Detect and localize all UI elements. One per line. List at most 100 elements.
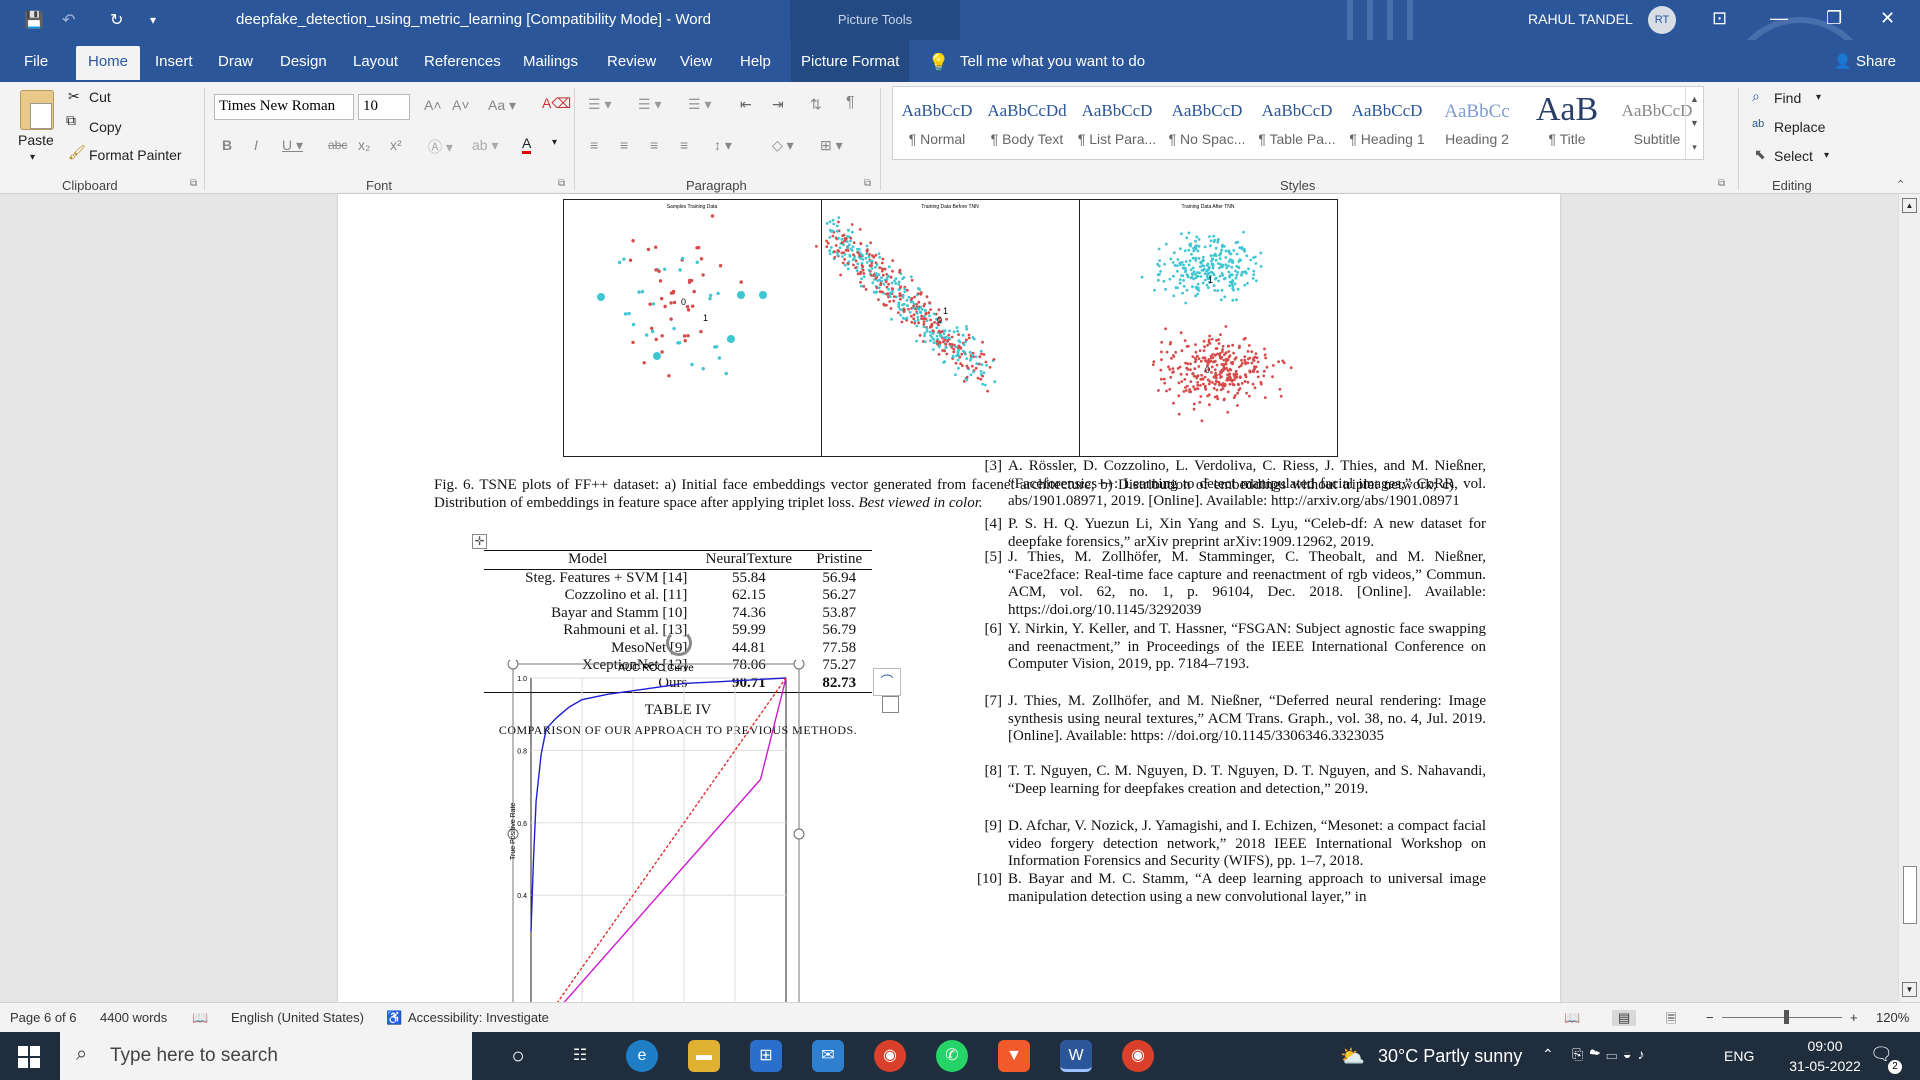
align-left-icon[interactable]: ≡ (590, 137, 599, 153)
scroll-down-icon[interactable]: ▼ (1902, 982, 1917, 997)
print-layout-icon[interactable]: ▤ (1612, 1010, 1637, 1026)
weather-status[interactable]: 30°C Partly sunny (1378, 1046, 1523, 1066)
style-title[interactable]: AaB ¶ Title (1523, 87, 1611, 159)
styles-scroll[interactable]: ▲ ▼ ▾ (1685, 87, 1703, 159)
task-view-icon[interactable]: ○ (511, 1043, 525, 1068)
increase-indent-icon[interactable]: ⇥ (772, 96, 784, 112)
widgets-icon[interactable]: ☷ (572, 1047, 588, 1064)
underline-icon[interactable]: U ▾ (282, 137, 304, 153)
clock-time[interactable]: 09:00 (1807, 1038, 1843, 1054)
read-mode-icon[interactable]: 📖 (1564, 1010, 1581, 1025)
decrease-indent-icon[interactable]: ⇤ (740, 96, 752, 112)
zoom-slider[interactable] (1722, 1010, 1842, 1024)
chrome-icon[interactable]: ◉ (874, 1040, 906, 1072)
scroll-up-icon[interactable]: ▲ (1902, 198, 1917, 213)
chrome-icon[interactable]: ◉ (1122, 1040, 1154, 1072)
tab-view[interactable]: View (680, 53, 713, 70)
clipboard-launcher-icon[interactable]: ⧉ (190, 178, 198, 189)
style-list-paragraph[interactable]: AaBbCcD ¶ List Para... (1073, 87, 1161, 159)
undo-icon[interactable]: ↶ (62, 12, 76, 29)
format-painter-button[interactable]: Format Painter (89, 147, 182, 163)
font-color-icon[interactable]: A (522, 135, 532, 154)
vertical-scrollbar[interactable]: ▲ ▼ (1898, 194, 1920, 1002)
redo-icon[interactable]: ↻ (110, 12, 124, 29)
web-layout-icon[interactable]: 🗏 (1666, 1011, 1677, 1026)
share-button[interactable]: Share (1856, 53, 1897, 70)
brave-icon[interactable]: ▼ (998, 1040, 1030, 1072)
align-right-icon[interactable]: ≡ (650, 137, 659, 153)
align-center-icon[interactable]: ≡ (620, 137, 629, 153)
taskbar-search[interactable]: ⌕ Type here to search (60, 1032, 472, 1080)
font-size-combo[interactable]: 10 (358, 94, 410, 120)
grow-font-icon[interactable]: A˄ (424, 97, 442, 113)
whatsapp-icon[interactable]: ✆ (936, 1040, 968, 1072)
layout-options-icon[interactable]: ⌒ (873, 668, 901, 696)
table-move-handle[interactable]: ✛ (472, 534, 487, 549)
text-effects-icon[interactable]: Ⓐ ▾ (428, 139, 453, 155)
word-icon[interactable]: W (1060, 1040, 1092, 1072)
justify-icon[interactable]: ≡ (680, 137, 689, 153)
tray-icons[interactable]: ⎘☁▭◒♪ (1572, 1046, 1651, 1062)
line-spacing-icon[interactable]: ↕ ▾ (714, 137, 732, 153)
maximize-icon[interactable]: ❐ (1826, 8, 1843, 28)
windows-start-icon[interactable] (18, 1046, 40, 1068)
document-page[interactable]: Samples Training Data Training Data Befo… (338, 194, 1560, 1002)
tab-picture-format[interactable]: Picture Format (791, 40, 910, 82)
figure-tsne[interactable]: Samples Training Data Training Data Befo… (563, 199, 1343, 459)
change-case-icon[interactable]: Aa ▾ (488, 97, 517, 113)
find-button[interactable]: Find (1774, 90, 1802, 106)
page-count[interactable]: Page 6 of 6 (10, 1010, 77, 1025)
tab-draw[interactable]: Draw (218, 53, 254, 70)
accessibility-status[interactable]: Accessibility: Investigate (408, 1010, 549, 1025)
table-resize-handle[interactable] (882, 696, 899, 713)
collapse-ribbon-icon[interactable]: ⌃ (1896, 179, 1906, 191)
sort-icon[interactable]: ⇅ (810, 96, 822, 112)
style-no-spacing[interactable]: AaBbCcD ¶ No Spac... (1163, 87, 1251, 159)
customize-qat-icon[interactable]: ▾ (150, 13, 157, 27)
select-button[interactable]: Select (1774, 148, 1813, 164)
user-name[interactable]: RAHUL TANDEL (1528, 11, 1633, 27)
clear-formatting-icon[interactable]: A⌫ (542, 95, 572, 111)
word-count[interactable]: 4400 words (100, 1010, 168, 1025)
highlight-icon[interactable]: ab ▾ (472, 137, 499, 153)
font-name-combo[interactable]: Times New Roman (214, 94, 354, 120)
clock-date[interactable]: 31-05-2022 (1789, 1058, 1861, 1074)
style-heading-1[interactable]: AaBbCcD ¶ Heading 1 (1343, 87, 1431, 159)
style-heading-2[interactable]: AaBbCc Heading 2 (1433, 87, 1521, 159)
input-language[interactable]: ENG (1724, 1048, 1755, 1064)
italic-icon[interactable]: I (254, 137, 258, 153)
proofing-icon[interactable]: 📖 (192, 1010, 209, 1025)
style-subtitle[interactable]: AaBbCcD Subtitle (1613, 87, 1701, 159)
notification-icon[interactable]: 🗨 (1870, 1044, 1893, 1064)
file-explorer-icon[interactable]: ▬ (688, 1040, 720, 1072)
bold-icon[interactable]: B (222, 137, 233, 153)
bullets-icon[interactable]: ☰ ▾ (588, 96, 612, 112)
paste-icon[interactable] (20, 90, 54, 130)
paste-button[interactable]: Paste (18, 132, 54, 148)
tab-help[interactable]: Help (740, 53, 771, 70)
share-icon[interactable]: 👤 (1834, 53, 1852, 69)
zoom-out-icon[interactable]: − (1706, 1010, 1714, 1025)
tab-design[interactable]: Design (280, 53, 327, 70)
ribbon-display-icon[interactable]: ⊡ (1712, 8, 1728, 28)
styles-launcher-icon[interactable]: ⧉ (1718, 178, 1726, 189)
mail-icon[interactable]: ✉ (812, 1040, 844, 1072)
roc-chart[interactable]: AUC ROC Curve True Positive Rate 1.0 0.8 0… (501, 660, 867, 1002)
tab-mailings[interactable]: Mailings (523, 53, 579, 70)
avatar[interactable]: RT (1648, 6, 1676, 34)
shrink-font-icon[interactable]: A˅ (452, 97, 470, 113)
paste-dropdown-icon[interactable]: ▾ (30, 152, 36, 163)
style-body-text[interactable]: AaBbCcDd ¶ Body Text (983, 87, 1071, 159)
zoom-level[interactable]: 120% (1876, 1010, 1910, 1025)
tab-insert[interactable]: Insert (155, 53, 193, 70)
tab-home[interactable]: Home (76, 46, 141, 80)
show-formatting-icon[interactable]: ¶ (846, 94, 855, 111)
find-dropdown-icon[interactable]: ▾ (1816, 92, 1822, 103)
close-icon[interactable]: ✕ (1880, 8, 1896, 28)
borders-icon[interactable]: ⊞ ▾ (820, 137, 843, 153)
style-table-paragraph[interactable]: AaBbCcD ¶ Table Pa... (1253, 87, 1341, 159)
shading-icon[interactable]: ◇ ▾ (772, 137, 794, 153)
style-normal[interactable]: AaBbCcD ¶ Normal (893, 87, 981, 159)
tell-me-search[interactable]: Tell me what you want to do (960, 53, 1146, 70)
tray-overflow-icon[interactable]: ⌃ (1542, 1046, 1554, 1062)
